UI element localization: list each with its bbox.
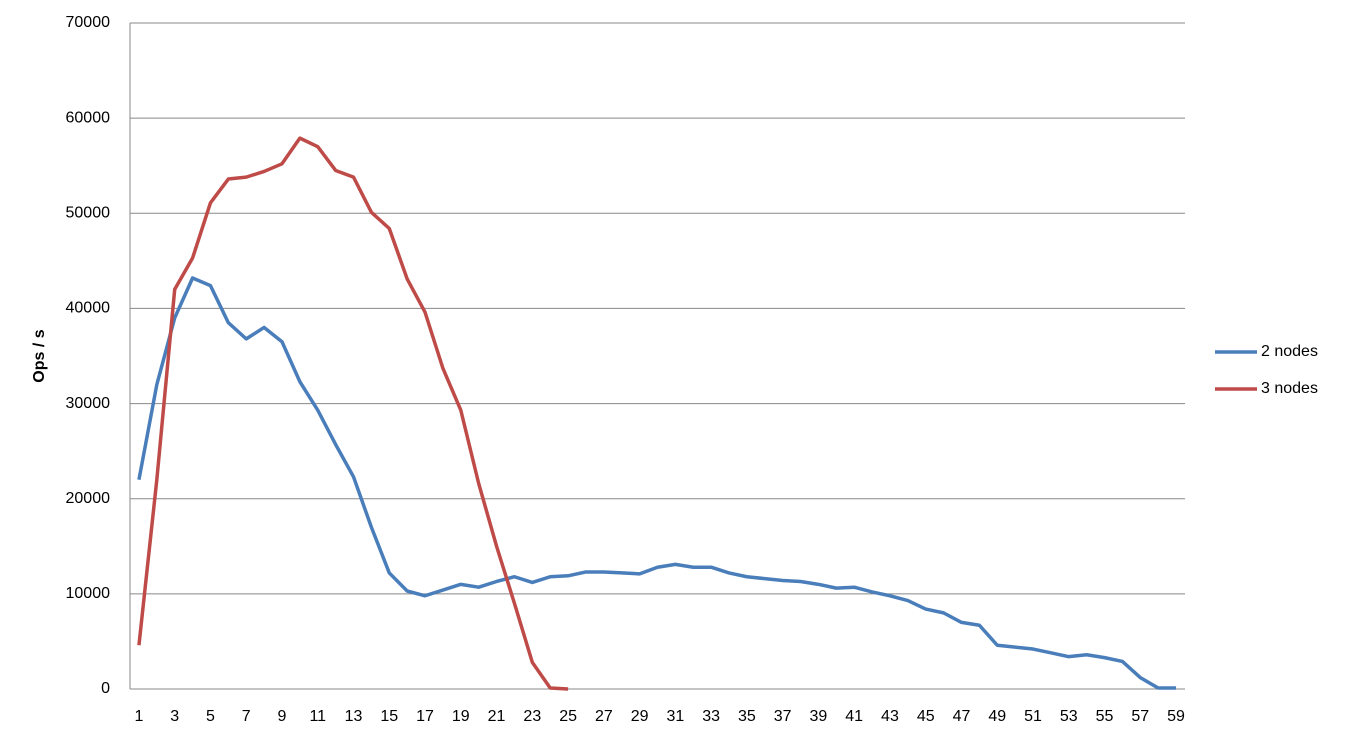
- y-tick-label: 40000: [66, 300, 111, 317]
- x-tick-label: 31: [666, 708, 684, 725]
- x-tick-label: 57: [1131, 708, 1149, 725]
- x-tick-label: 11: [309, 708, 326, 725]
- x-tick-label: 7: [242, 708, 251, 725]
- x-tick-label: 47: [953, 708, 971, 725]
- x-tick-label: 5: [206, 708, 215, 725]
- x-tick-label: 13: [345, 708, 363, 725]
- x-tick-label: 19: [452, 708, 470, 725]
- x-tick-label: 33: [702, 708, 720, 725]
- y-tick-label: 50000: [66, 205, 111, 222]
- x-tick-label: 53: [1060, 708, 1078, 725]
- x-tick-label: 35: [738, 708, 756, 725]
- x-tick-label: 41: [845, 708, 863, 725]
- x-tick-label: 9: [278, 708, 287, 725]
- x-tick-label: 1: [134, 708, 143, 725]
- series-line: [137, 276, 1177, 690]
- x-tick-label: 59: [1167, 708, 1185, 725]
- y-tick-label: 0: [101, 680, 110, 697]
- x-tick-label: 3: [170, 708, 179, 725]
- y-tick-label: 20000: [66, 490, 111, 507]
- series-line: [137, 136, 569, 691]
- legend-label: 3 nodes: [1261, 380, 1318, 397]
- x-tick-label: 49: [988, 708, 1006, 725]
- x-tick-label: 39: [810, 708, 828, 725]
- y-axis-label: Ops / s: [31, 329, 48, 382]
- y-tick-label: 70000: [66, 14, 111, 31]
- x-tick-label: 25: [559, 708, 577, 725]
- x-tick-label: 51: [1024, 708, 1042, 725]
- x-tick-label: 15: [380, 708, 398, 725]
- x-tick-label: 45: [917, 708, 935, 725]
- y-tick-label: 30000: [66, 395, 111, 412]
- x-tick-label: 21: [488, 708, 506, 725]
- x-tick-label: 23: [523, 708, 541, 725]
- x-tick-label: 17: [416, 708, 434, 725]
- x-tick-label: 29: [631, 708, 649, 725]
- x-tick-label: 27: [595, 708, 613, 725]
- y-tick-label: 60000: [66, 109, 111, 126]
- y-tick-label: 10000: [66, 585, 111, 602]
- x-tick-label: 43: [881, 708, 899, 725]
- x-tick-label: 55: [1096, 708, 1114, 725]
- legend-label: 2 nodes: [1261, 343, 1318, 360]
- x-tick-label: 37: [774, 708, 792, 725]
